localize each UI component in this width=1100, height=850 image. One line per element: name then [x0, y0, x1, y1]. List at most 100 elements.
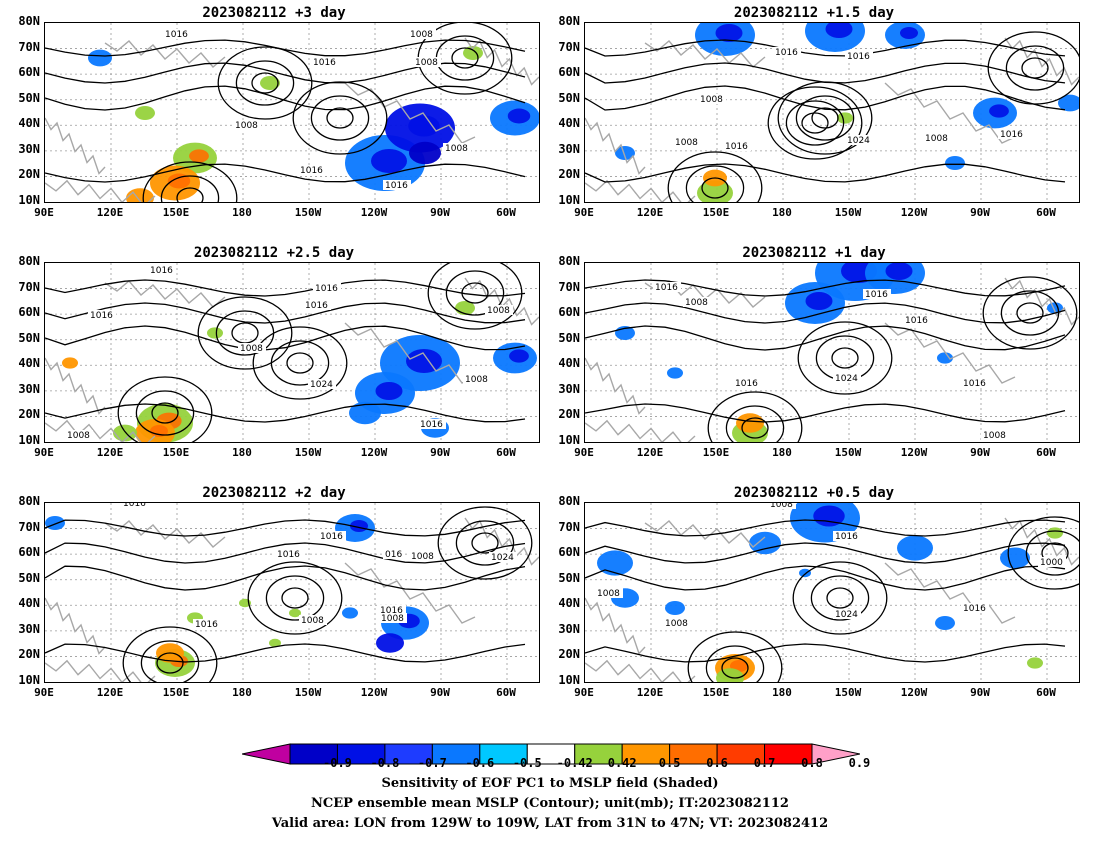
coastline	[344, 322, 476, 384]
isobar-contour	[585, 403, 1066, 423]
contour-label: 1000	[1040, 558, 1063, 568]
contour-label: 1016	[963, 379, 986, 389]
contour-label-background	[298, 165, 326, 175]
coastline	[884, 322, 1016, 384]
isobar-contour	[831, 347, 859, 369]
contour-label: 1024	[491, 553, 514, 563]
latitude-label: 10N	[558, 433, 580, 447]
coastline	[45, 597, 106, 655]
contour-label-background	[961, 378, 989, 388]
contour-label-background	[311, 57, 339, 67]
sensitivity-shading	[1047, 527, 1063, 539]
isobar-contour	[160, 175, 220, 202]
isobar-contour	[235, 60, 295, 106]
isobar-contour	[265, 575, 325, 621]
contour-label-background	[673, 137, 701, 147]
sensitivity-shading	[989, 104, 1009, 118]
longitude-label: 60W	[1036, 206, 1056, 219]
isobar-contour	[1025, 530, 1079, 576]
longitude-label: 60W	[1036, 446, 1056, 459]
contour-label-background	[961, 603, 989, 613]
contour-label: 1016	[865, 290, 888, 300]
longitude-label: 90E	[34, 206, 54, 219]
isobar-contour	[45, 403, 526, 423]
contour-label-background	[833, 373, 861, 383]
latitude-label: 10N	[18, 673, 40, 687]
latitude-label: 30N	[558, 141, 580, 156]
sensitivity-shading	[45, 516, 65, 530]
colorbar-tick-label: 0.42	[607, 756, 637, 770]
contour-label: 1024	[835, 374, 858, 384]
map-plot-area: 1016 1016 1008 1008 1016 1024 1008 1016	[584, 22, 1080, 203]
sensitivity-shading	[615, 146, 635, 160]
longitude-label: 180	[772, 686, 792, 699]
contour-label-background	[489, 552, 517, 562]
contour-label-background	[88, 310, 116, 320]
isobar-contour	[767, 86, 863, 160]
contour-label-background	[383, 180, 411, 190]
sensitivity-shading	[900, 27, 918, 39]
sensitivity-shading	[376, 633, 404, 653]
sensitivity-shading	[207, 327, 223, 339]
longitude-label: 60W	[1036, 686, 1056, 699]
coastline	[1004, 277, 1079, 326]
latitude-label: 50N	[558, 330, 580, 345]
sensitivity-shading	[715, 24, 743, 42]
contour-label: 1008	[410, 30, 433, 40]
contour-label-background	[418, 419, 446, 429]
longitude-label: 180	[232, 686, 252, 699]
contour-label-background	[148, 265, 176, 275]
isobar-contour	[1000, 290, 1060, 336]
isobar-contour	[1005, 45, 1065, 91]
contour-label: 1008	[770, 503, 793, 510]
longitude-label: 120W	[900, 686, 928, 699]
colorbar-tick-label: 0.5	[658, 756, 681, 770]
contour-label: 1016	[315, 284, 338, 294]
longitude-label: 150E	[162, 206, 190, 219]
contour-label-background	[845, 51, 873, 61]
isobar-contour	[281, 587, 309, 609]
longitude-label: 150W	[834, 206, 862, 219]
latitude-label: 60N	[18, 545, 40, 560]
sensitivity-shading	[945, 156, 965, 170]
contour-label: 1008	[597, 589, 620, 599]
sensitivity-colorbar	[242, 743, 860, 765]
sensitivity-shading	[1058, 94, 1079, 112]
isobar-contour	[1021, 57, 1049, 79]
contour-label-background	[733, 378, 761, 388]
longitude-label: 150E	[162, 446, 190, 459]
coastline	[585, 357, 646, 415]
sensitivity-shading	[371, 149, 407, 173]
contour-label-background	[768, 503, 796, 509]
contour-label: 1016	[320, 532, 343, 542]
coastline	[585, 659, 696, 682]
latitude-label: 20N	[558, 407, 580, 422]
isobar-contour	[156, 652, 184, 674]
contour-label: 1016	[305, 301, 328, 311]
latitude-label: 60N	[558, 65, 580, 80]
contour-label: 1008	[235, 121, 258, 131]
isobar-contour	[45, 39, 526, 57]
sensitivity-shading	[799, 568, 811, 578]
latitude-label: 80N	[558, 14, 580, 28]
isobar-contour	[176, 187, 204, 202]
sensitivity-shading	[736, 413, 764, 433]
isobar-contour	[725, 405, 785, 442]
isobar-contour	[45, 279, 526, 297]
longitude-label: 120W	[900, 446, 928, 459]
contour-label-background	[595, 588, 623, 598]
longitude-label: 180	[232, 206, 252, 219]
contour-label: 1008	[240, 344, 263, 354]
isobar-contour	[585, 62, 1066, 84]
colorbar-arrow-low	[242, 743, 291, 765]
map-panel-plus-0-5-day: 2023082112 +0.5 day 80N 70N 60N 50N 40N 30N 20N…	[540, 480, 1088, 715]
sensitivity-shading	[88, 49, 112, 67]
latitude-label: 30N	[18, 141, 40, 156]
panel-title: 2023082112 +2.5 day	[193, 245, 355, 261]
longitude-label: 120E	[96, 206, 124, 219]
contour-label-background	[903, 315, 931, 325]
map-plot-area: 1016 1008 1016 1016 1016 1024 1016 1008	[584, 262, 1080, 443]
contour-label: 1008	[675, 138, 698, 148]
panel-title: 2023082112 +0.5 day	[733, 485, 895, 501]
isobar-contour	[777, 81, 873, 155]
